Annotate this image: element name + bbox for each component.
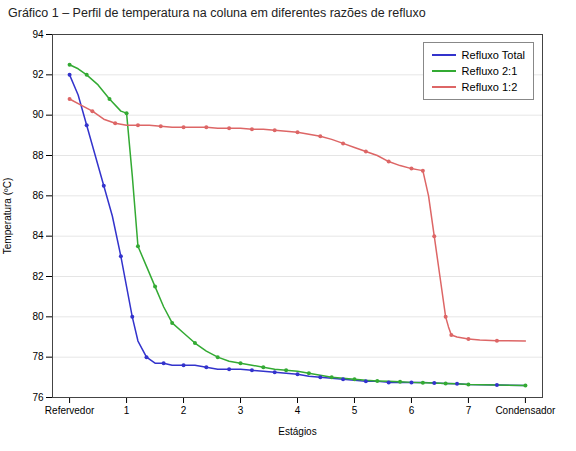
html-text:Refluxo Total: Refluxo Total: [461, 49, 525, 61]
svg-text:80: 80: [32, 311, 44, 322]
svg-text:2: 2: [181, 405, 187, 416]
svg-text:4: 4: [295, 405, 301, 416]
svg-text:Temperatura (ºC): Temperatura (ºC): [2, 178, 13, 254]
svg-text:Condensador: Condensador: [495, 405, 556, 416]
html-text:Refluxo 1:2: Refluxo 1:2: [461, 81, 518, 93]
html-text:Gráfico 1 – Perfil de temperat: Gráfico 1 – Perfil de temperatura na col…: [8, 6, 426, 20]
svg-text:82: 82: [32, 271, 44, 282]
svg-text:92: 92: [32, 69, 44, 80]
svg-text:84: 84: [32, 230, 44, 241]
svg-text:78: 78: [32, 351, 44, 362]
svg-text:90: 90: [32, 109, 44, 120]
svg-text:76: 76: [32, 392, 44, 403]
svg-text:94: 94: [32, 29, 44, 40]
svg-text:7: 7: [466, 405, 472, 416]
svg-text:86: 86: [32, 190, 44, 201]
svg-text:5: 5: [352, 405, 358, 416]
svg-text:3: 3: [238, 405, 244, 416]
svg-text:1: 1: [124, 405, 130, 416]
svg-text:6: 6: [409, 405, 415, 416]
html-text:Refluxo 2:1: Refluxo 2:1: [461, 65, 518, 77]
svg-text:Refervedor: Refervedor: [45, 405, 95, 416]
svg-text:Estágios: Estágios: [278, 426, 316, 437]
svg-text:88: 88: [32, 150, 44, 161]
